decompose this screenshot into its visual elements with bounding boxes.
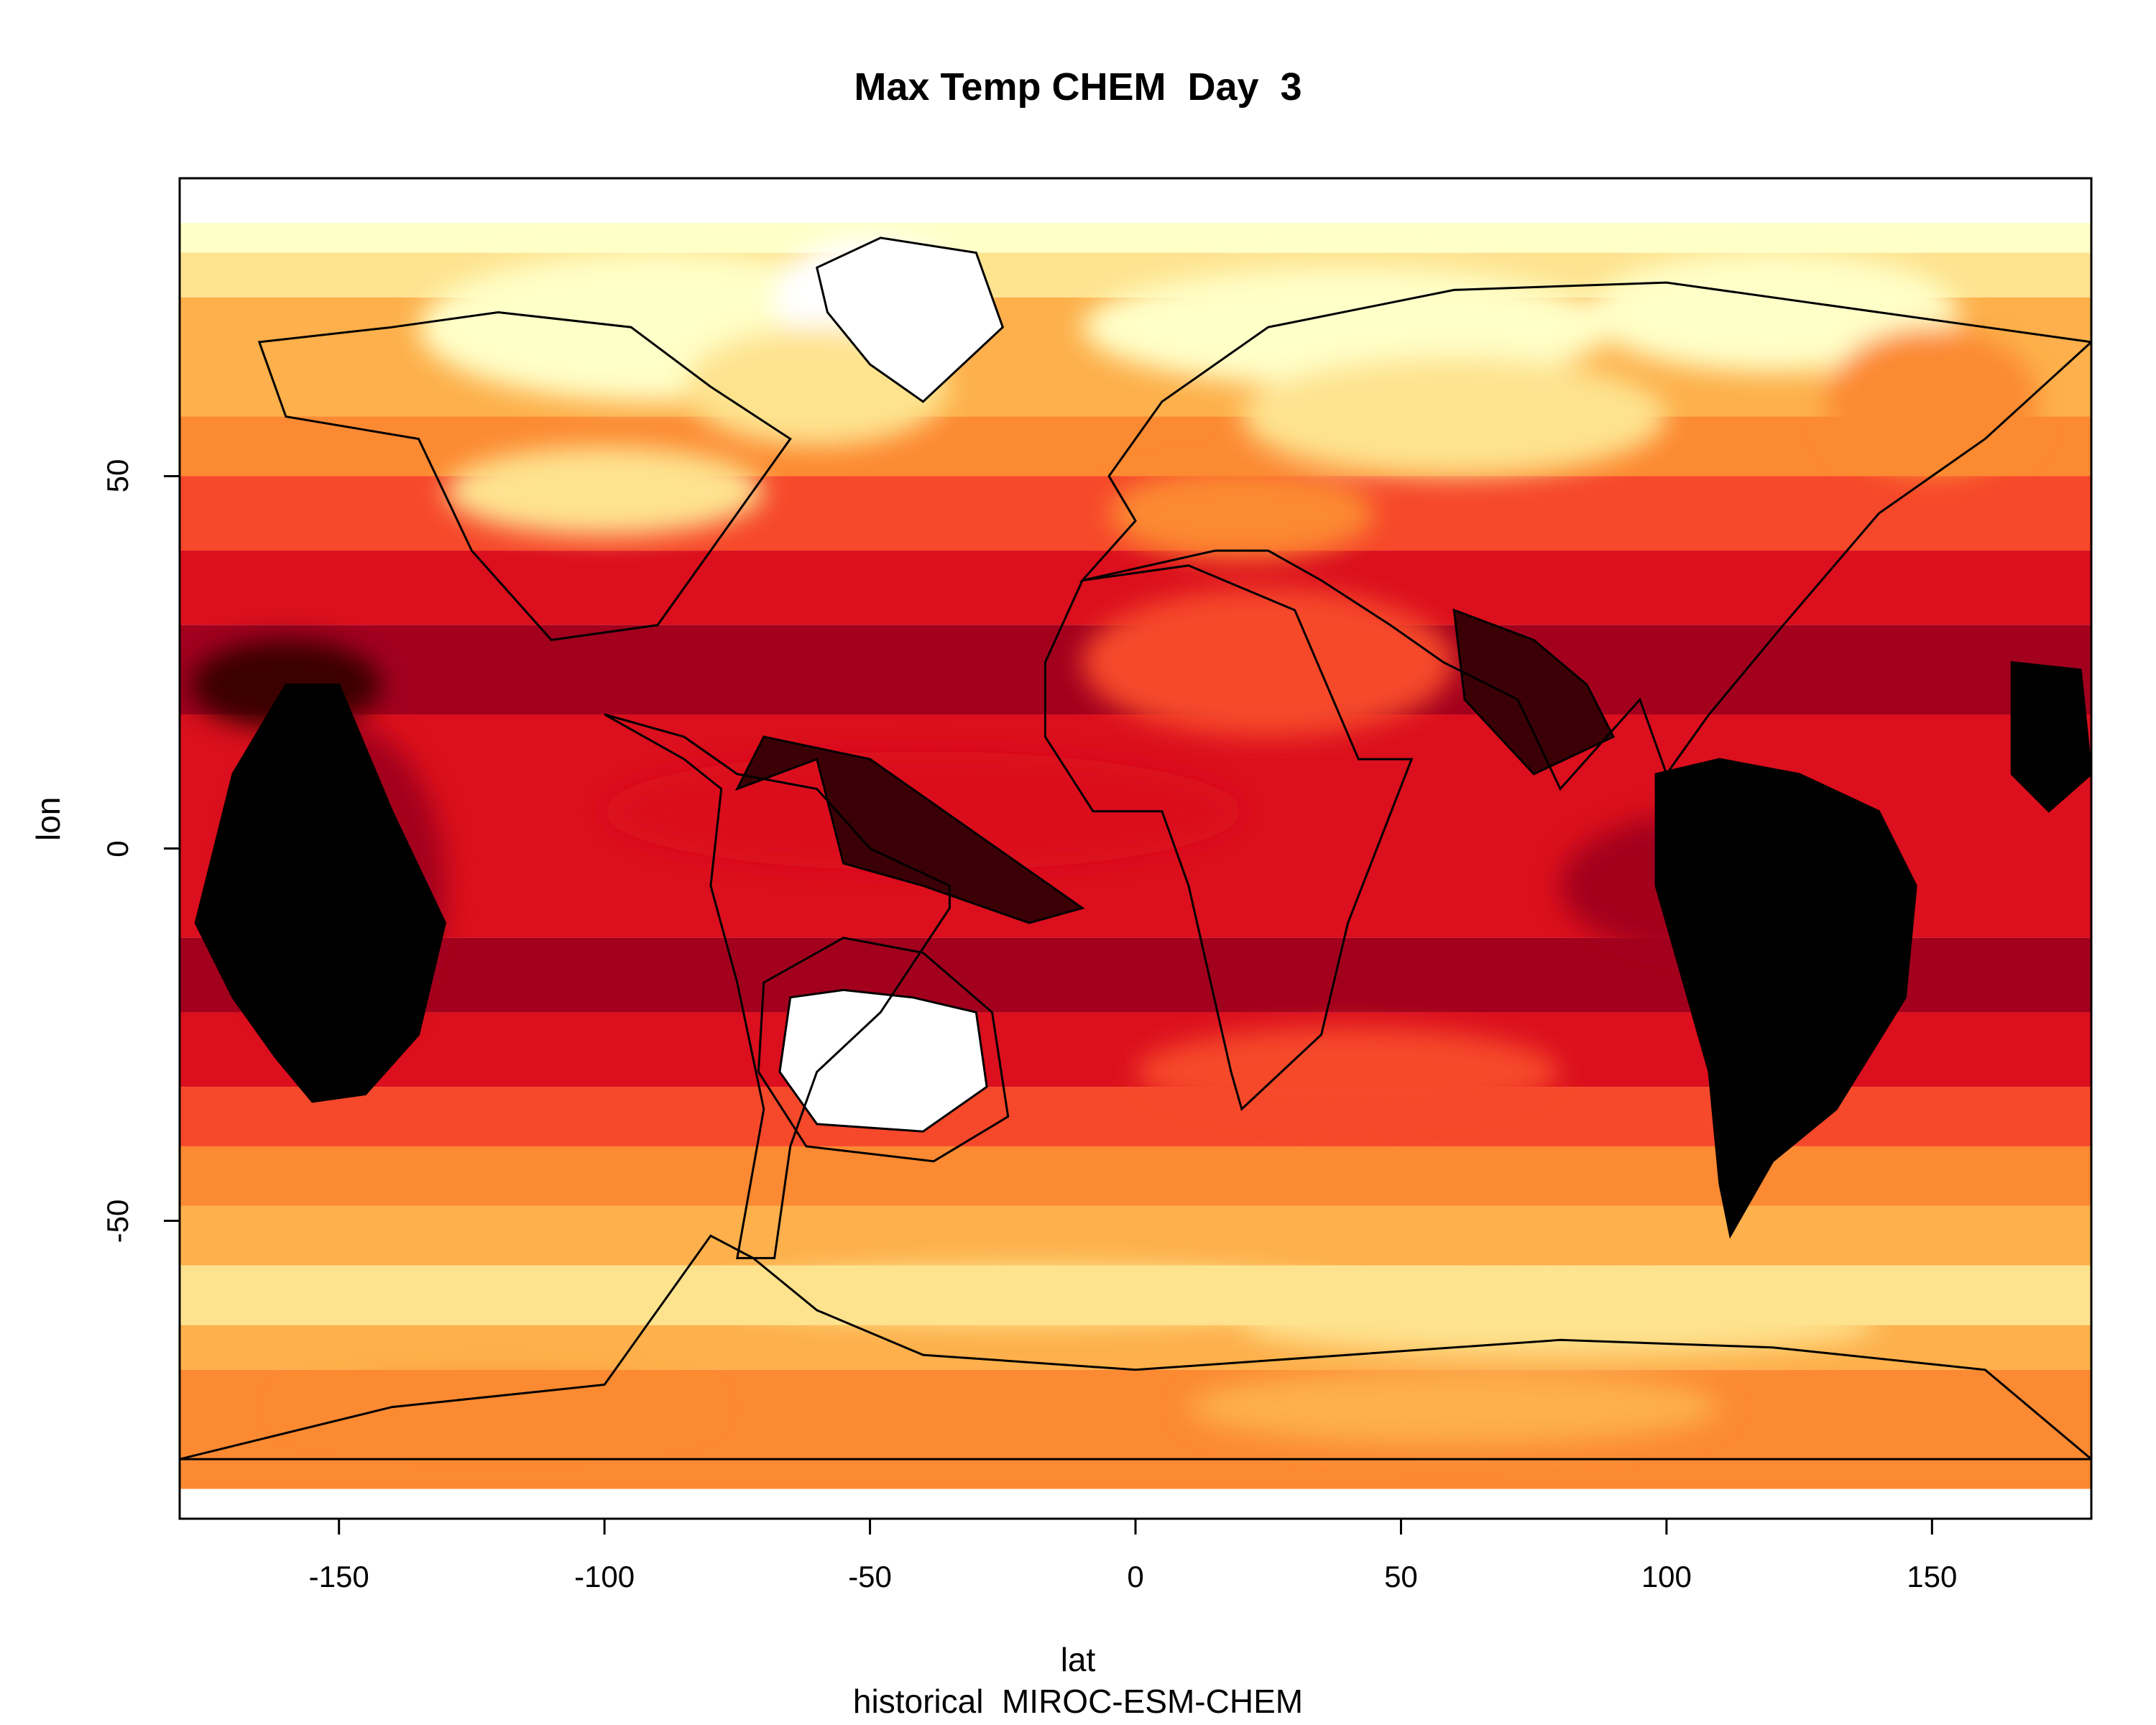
x-tick-label: 50 bbox=[1384, 1560, 1418, 1593]
landmass-hot-northeast bbox=[1452, 608, 1616, 776]
landmass-australia bbox=[757, 937, 1010, 1163]
x-axis-label: lat bbox=[1060, 1641, 1096, 1678]
maritime-hot-zone bbox=[734, 735, 1085, 924]
landmass-greenland bbox=[815, 236, 1005, 403]
temperature-patch bbox=[1082, 587, 1455, 737]
temperature-patch bbox=[1109, 469, 1375, 558]
temperature-patch bbox=[445, 446, 764, 536]
latitude-band bbox=[180, 1489, 2091, 1519]
landmass-africa bbox=[1044, 564, 1414, 1111]
temperature-patch bbox=[285, 1377, 711, 1438]
x-tick-label: -150 bbox=[308, 1560, 369, 1593]
x-tick-label: -50 bbox=[848, 1560, 892, 1593]
latitude-band bbox=[180, 1205, 2091, 1266]
latitude-band bbox=[180, 1146, 2091, 1206]
landmass-hot-east bbox=[2010, 661, 2091, 813]
y-axis-label: lon bbox=[29, 796, 67, 841]
temperature-patch bbox=[1241, 1295, 1879, 1356]
temperature-patch bbox=[710, 1265, 1348, 1325]
chart-title: Max Temp CHEM Day 3 bbox=[854, 65, 1302, 109]
y-tick-label: -50 bbox=[101, 1199, 134, 1243]
landmass-antarctica bbox=[180, 1234, 2091, 1460]
landmass-north-america bbox=[257, 310, 792, 641]
x-tick-label: 0 bbox=[1127, 1560, 1144, 1593]
axes bbox=[164, 474, 1933, 1535]
temperature-patch bbox=[1825, 327, 2039, 477]
landmass-west-americas bbox=[604, 713, 951, 1259]
y-tick-label: 0 bbox=[101, 840, 134, 857]
landmass-australia-core bbox=[778, 988, 988, 1133]
temperature-patch bbox=[1188, 1369, 1720, 1445]
chart-subtitle: historical MIROC-ESM-CHEM bbox=[852, 1683, 1304, 1720]
temperature-patch bbox=[1135, 1027, 1561, 1117]
coastlines bbox=[180, 236, 2091, 1460]
latitude-band bbox=[180, 223, 2091, 253]
landmass-eurasia bbox=[1079, 281, 2091, 791]
latitude-band bbox=[180, 416, 2091, 477]
latitude-band bbox=[180, 178, 2091, 224]
x-tick-label: 100 bbox=[1641, 1560, 1692, 1593]
temperature-patch bbox=[1241, 356, 1667, 477]
y-tick-label: 50 bbox=[101, 459, 134, 493]
temperature-patch bbox=[1082, 267, 1613, 387]
landmass-hot-south-west bbox=[194, 684, 446, 1103]
x-tick-label: 150 bbox=[1907, 1560, 1958, 1593]
temperature-field bbox=[180, 178, 2091, 1519]
x-tick-label: -100 bbox=[574, 1560, 635, 1593]
temperature-patch bbox=[1587, 252, 1959, 372]
landmass-hot-south-america bbox=[1654, 758, 1917, 1239]
